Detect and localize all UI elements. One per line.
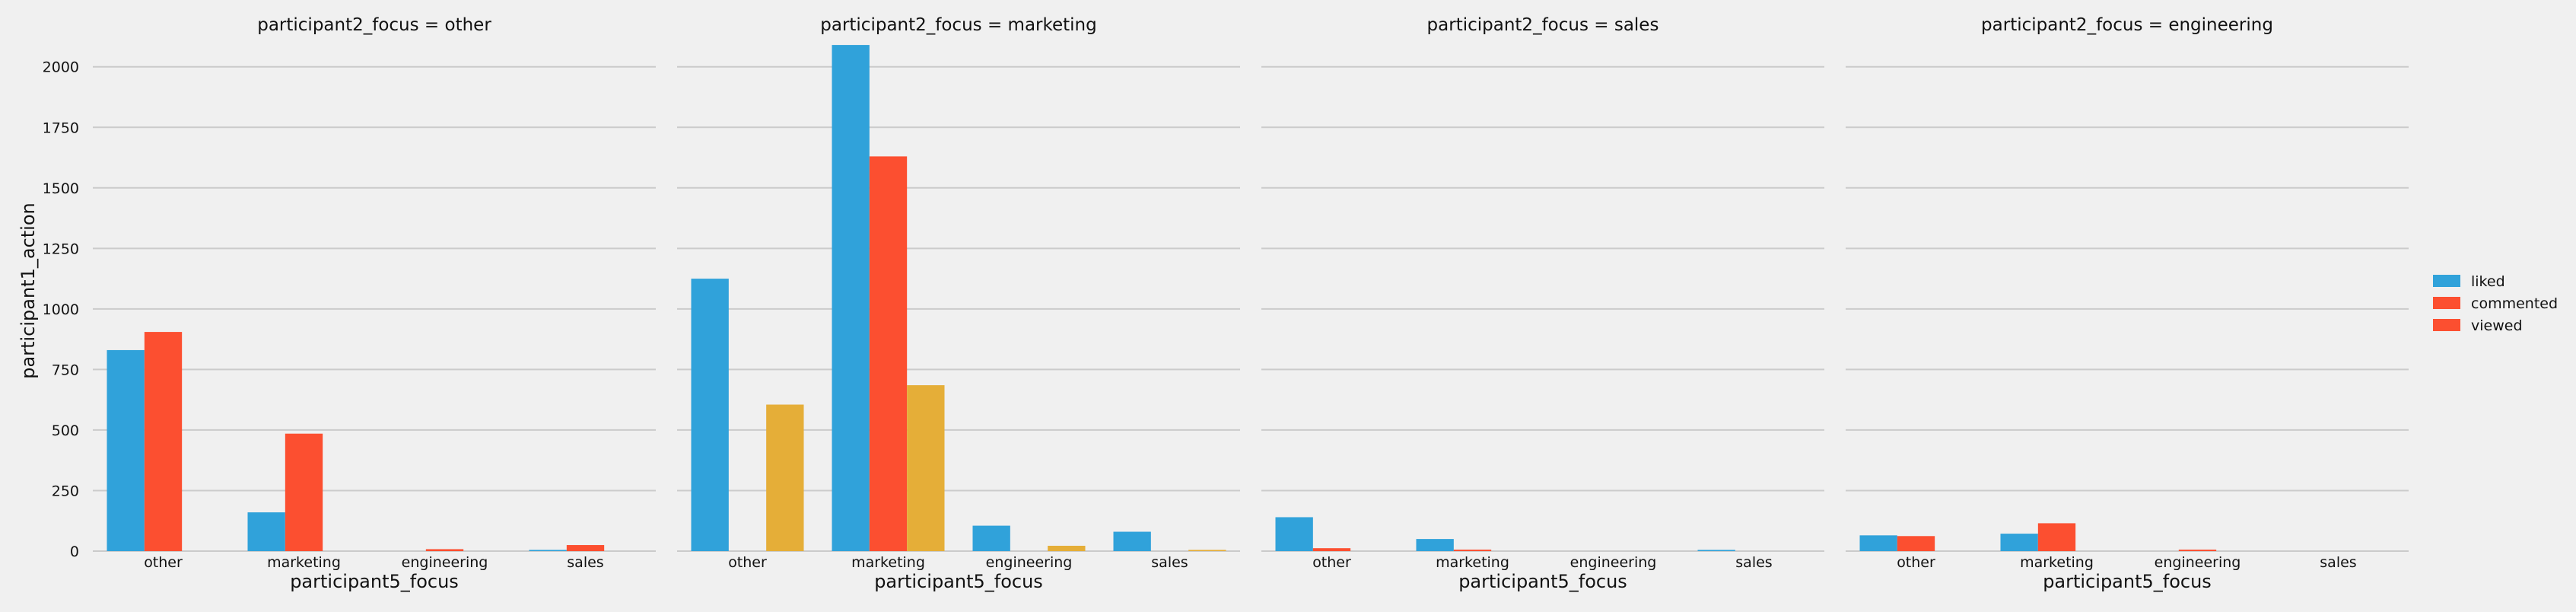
- facet-title: participant2_focus = other: [257, 15, 491, 35]
- bar-commented-sales: [566, 545, 605, 551]
- bar-liked-marketing: [832, 45, 870, 551]
- x-axis-label: participant5_focus: [290, 571, 459, 592]
- x-tick-label: marketing: [267, 554, 341, 571]
- x-tick-label: engineering: [2155, 554, 2241, 571]
- bar-liked-other: [691, 279, 729, 551]
- legend-label-commented: commented: [2471, 295, 2558, 312]
- y-tick-label: 500: [52, 422, 79, 439]
- y-tick-label: 2000: [43, 59, 79, 76]
- bar-viewed-sales: [1188, 550, 1226, 551]
- facet-title: participant2_focus = engineering: [1981, 15, 2273, 35]
- x-tick-label: other: [1312, 554, 1351, 571]
- x-axis-label: participant5_focus: [1458, 571, 1627, 592]
- bar-viewed-engineering: [1048, 546, 1086, 551]
- x-tick-label: other: [1897, 554, 1935, 571]
- x-tick-label: engineering: [402, 554, 488, 571]
- bar-commented-marketing: [1453, 550, 1492, 551]
- bar-liked-other: [1275, 517, 1313, 551]
- bar-commented-engineering: [2178, 550, 2217, 551]
- bar-commented-engineering: [425, 549, 464, 551]
- x-tick-label: sales: [2320, 554, 2356, 571]
- bar-commented-other: [1897, 536, 1935, 551]
- x-tick-label: marketing: [1436, 554, 1509, 571]
- bar-liked-marketing: [247, 512, 285, 551]
- y-tick-label: 1500: [43, 180, 79, 197]
- bar-commented-marketing: [285, 433, 323, 551]
- x-tick-label: other: [144, 554, 183, 571]
- bar-commented-other: [1312, 548, 1351, 551]
- y-tick-label: 0: [70, 543, 79, 560]
- bar-liked-sales: [1113, 531, 1151, 551]
- x-tick-label: marketing: [2020, 554, 2094, 571]
- x-tick-label: sales: [567, 554, 603, 571]
- x-axis-label: participant5_focus: [2043, 571, 2212, 592]
- facet-title: participant2_focus = sales: [1427, 15, 1659, 35]
- legend-swatch-commented: [2433, 297, 2460, 309]
- y-tick-label: 750: [52, 362, 79, 378]
- legend-label-viewed: viewed: [2471, 317, 2523, 334]
- y-axis-label: participant1_action: [17, 202, 39, 378]
- y-tick-label: 1000: [43, 301, 79, 318]
- bar-liked-other: [1859, 535, 1897, 551]
- x-axis-label: participant5_focus: [874, 571, 1043, 592]
- facet-title: participant2_focus = marketing: [820, 15, 1096, 35]
- bar-liked-sales: [1697, 550, 1735, 551]
- y-tick-label: 250: [52, 483, 79, 499]
- x-tick-label: other: [728, 554, 767, 571]
- bar-liked-marketing: [2000, 534, 2038, 551]
- bar-liked-other: [107, 349, 145, 551]
- bar-commented-other: [144, 332, 183, 551]
- bar-viewed-marketing: [907, 385, 945, 551]
- legend-label-liked: liked: [2471, 273, 2505, 290]
- bar-viewed-other: [766, 404, 804, 551]
- x-tick-label: sales: [1151, 554, 1188, 571]
- x-tick-label: engineering: [986, 554, 1073, 571]
- y-tick-label: 1750: [43, 120, 79, 136]
- bar-commented-marketing: [2037, 523, 2076, 551]
- bar-liked-sales: [529, 550, 567, 551]
- x-tick-label: engineering: [1570, 554, 1657, 571]
- bar-liked-marketing: [1416, 539, 1454, 551]
- bar-liked-engineering: [972, 525, 1010, 551]
- x-tick-label: marketing: [851, 554, 925, 571]
- x-tick-label: sales: [1735, 554, 1772, 571]
- legend-swatch-liked: [2433, 275, 2460, 287]
- y-tick-label: 1250: [43, 241, 79, 257]
- legend-swatch-viewed: [2433, 319, 2460, 331]
- bar-commented-marketing: [869, 156, 908, 551]
